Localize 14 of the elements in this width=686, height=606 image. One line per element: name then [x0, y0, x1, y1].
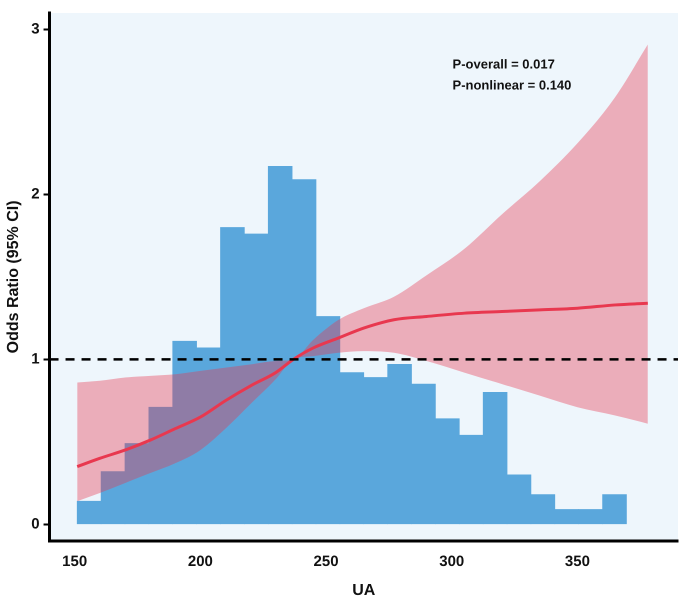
y-axis-title: Odds Ratio (95% CI) — [5, 200, 22, 354]
x-tick-label: 250 — [314, 552, 339, 570]
y-tick-label: 0 — [31, 515, 40, 532]
annotation: P-nonlinear = 0.140 — [452, 78, 572, 93]
y-tick-label: 1 — [31, 350, 40, 368]
x-tick-label: 200 — [188, 552, 213, 570]
x-tick-label: 350 — [564, 552, 590, 570]
y-tick-label: 3 — [31, 20, 40, 38]
line-series — [76, 302, 650, 468]
x-tick-label: 300 — [439, 552, 464, 570]
x-axis-title: UA — [352, 582, 376, 599]
annotation: P-overall = 0.017 — [452, 56, 555, 72]
y-tick-label: 2 — [31, 186, 40, 203]
x-tick-label: 150 — [62, 552, 88, 570]
